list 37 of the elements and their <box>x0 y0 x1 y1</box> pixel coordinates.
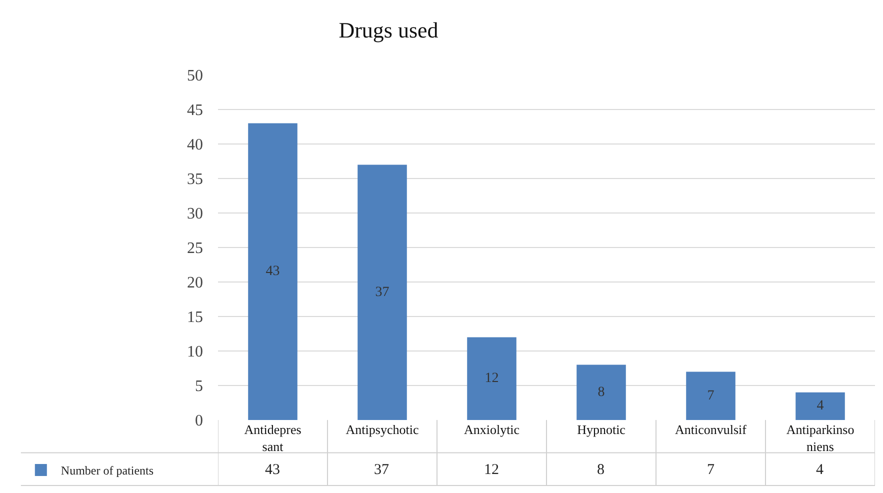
bar <box>248 123 298 420</box>
x-tick-label: Antiparkinso niens <box>786 422 854 454</box>
annotation: 7 <box>707 388 714 404</box>
bar <box>686 372 736 420</box>
annotation: 43 <box>266 264 280 280</box>
data-label: 4 <box>816 462 824 478</box>
y-tick-label: 35 <box>187 171 203 188</box>
legend-label: Number of patients <box>60 464 154 478</box>
x-tick-label: Anticonvulsif <box>675 422 748 437</box>
y-tick-label: 15 <box>187 309 203 326</box>
data-label: 12 <box>484 462 499 478</box>
x-tick-label: Antidepres sant <box>244 422 302 454</box>
annotation: 37 <box>375 284 390 300</box>
y-tick-label: 25 <box>187 240 203 258</box>
bar <box>358 164 407 420</box>
chart-title: Drugs used <box>338 17 438 42</box>
y-tick-label: 45 <box>187 102 203 120</box>
x-tick-label: Antipsychotic <box>346 422 419 437</box>
data-label: 7 <box>707 462 715 478</box>
y-tick-label: 40 <box>187 136 203 154</box>
annotation: 4 <box>816 398 824 414</box>
data-label: 43 <box>265 462 280 478</box>
annotation: 8 <box>598 384 605 400</box>
data-label: 37 <box>374 462 390 478</box>
y-tick-label: 10 <box>187 344 203 361</box>
y-tick-label: 20 <box>187 274 203 292</box>
annotation: 12 <box>484 371 499 386</box>
y-tick-label: 0 <box>195 412 203 430</box>
y-tick-label: 5 <box>195 378 203 396</box>
x-tick-label: Anxiolytic <box>464 422 520 437</box>
y-tick-label: 50 <box>187 68 203 85</box>
x-tick-label: Hypnotic <box>577 422 626 437</box>
bar <box>576 364 626 420</box>
bar <box>467 337 516 420</box>
y-tick-label: 30 <box>187 206 203 223</box>
bar <box>796 392 845 420</box>
data-label: 8 <box>597 462 604 478</box>
